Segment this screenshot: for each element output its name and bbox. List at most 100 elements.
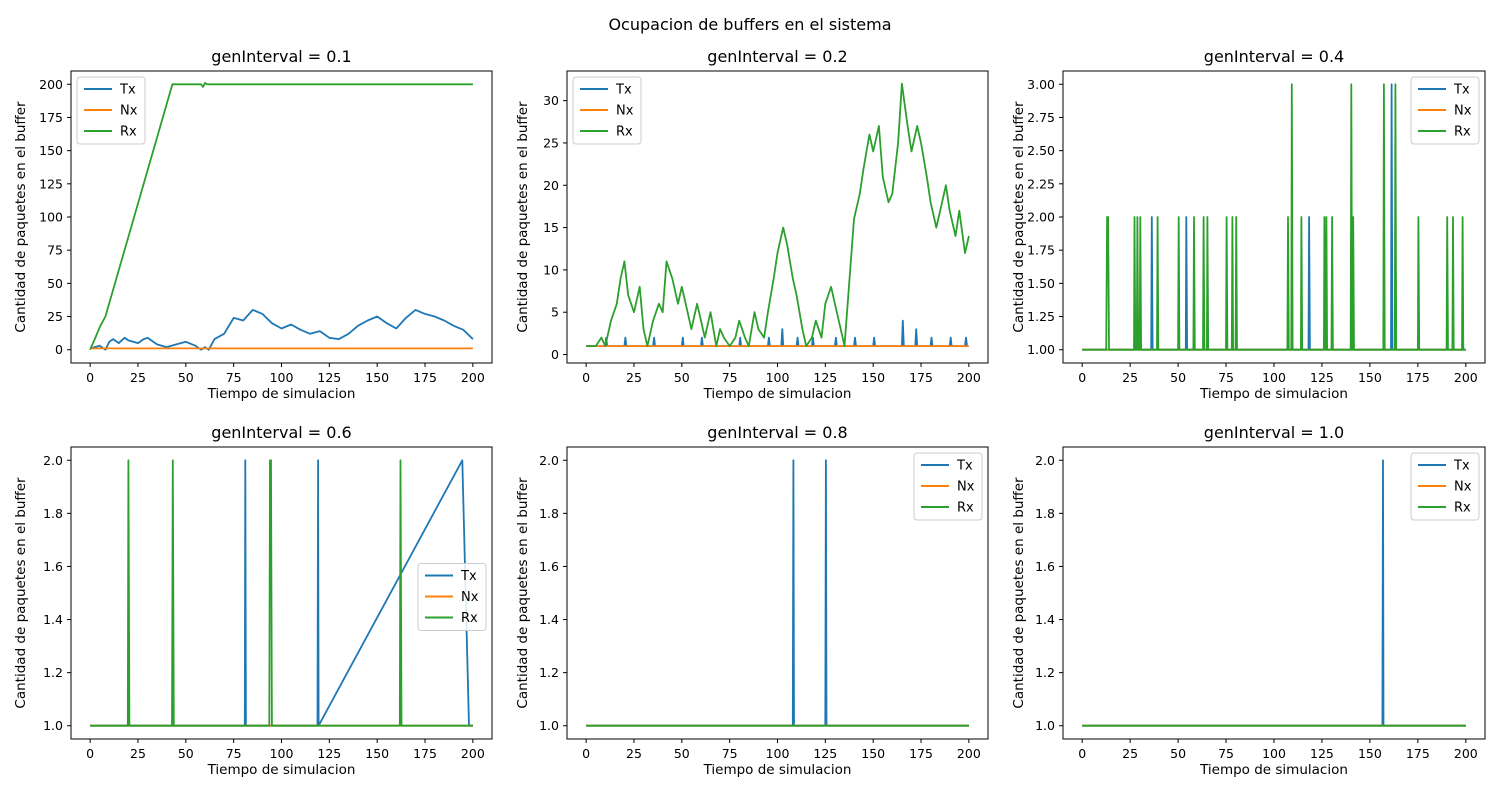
legend: Tx Nx Rx [572, 76, 642, 145]
y-tick-label: 1.2 [1035, 665, 1055, 680]
subplot-grid: 0 25 50 75 100 125 150 175 200025507510012515017… [13, 47, 1486, 778]
subplot-title: genInterval = 0.1 [211, 47, 351, 66]
y-tick-label: 2.75 [1027, 110, 1055, 125]
y-tick-label: 1.6 [539, 559, 559, 574]
x-tick-label: 50 [1170, 370, 1186, 385]
legend-label-rx: Rx [957, 501, 974, 516]
x-tick-label: 125 [813, 370, 837, 385]
legend-label-tx: Tx [956, 459, 973, 474]
y-tick-label: 1.0 [539, 718, 559, 733]
y-tick-label: 50 [47, 276, 63, 291]
x-tick-label: 25 [626, 746, 642, 761]
x-tick-label: 150 [1358, 370, 1382, 385]
x-tick-label: 25 [626, 370, 642, 385]
series-group [89, 82, 474, 351]
x-tick-label: 150 [1358, 746, 1382, 761]
x-tick-label: 25 [130, 746, 146, 761]
y-tick-label: 1.2 [539, 665, 559, 680]
legend: Tx Nx Rx [913, 452, 983, 521]
series-line-rx [89, 82, 473, 351]
y-tick-label: 2.50 [1027, 143, 1055, 158]
subplot-3: 0 25 50 75 100 125 150 175 200 1.00 1.25 1.50 1.75 2.… [1011, 47, 1486, 402]
y-tick-label: 25 [543, 135, 559, 150]
x-tick-label: 0 [582, 746, 590, 761]
x-tick-label: 200 [461, 746, 485, 761]
y-tick-label: 2.00 [1027, 210, 1055, 225]
x-tick-label: 100 [766, 370, 790, 385]
y-axis-label: Cantidad de paquetes en el buffer [13, 101, 29, 333]
legend: Tx Nx Rx [1410, 76, 1480, 145]
y-tick-label: 75 [47, 243, 63, 258]
x-tick-label: 75 [722, 370, 738, 385]
x-axis-label: Tiempo de simulacion [703, 386, 852, 402]
y-tick-label: 1.00 [1027, 342, 1055, 357]
series-line-rx [1082, 83, 1466, 351]
figure-suptitle: Ocupacion de buffers en el sistema [608, 15, 891, 34]
x-tick-label: 100 [270, 370, 294, 385]
legend-label-tx: Tx [119, 83, 136, 98]
x-tick-label: 50 [674, 370, 690, 385]
legend-label-nx: Nx [1454, 104, 1472, 119]
subplot-title: genInterval = 1.0 [1204, 423, 1344, 442]
x-tick-label: 75 [1218, 370, 1234, 385]
legend-label-nx: Nx [120, 104, 138, 119]
legend-label-tx: Tx [460, 569, 477, 584]
x-tick-label: 25 [1122, 370, 1138, 385]
y-tick-label: 30 [543, 93, 559, 108]
y-tick-label: 1.4 [43, 612, 63, 627]
y-axis-label: Cantidad de paquetes en el buffer [1011, 101, 1027, 333]
x-tick-label: 200 [957, 746, 981, 761]
x-tick-label: 200 [1454, 746, 1478, 761]
x-tick-label: 125 [1310, 370, 1334, 385]
legend-label-nx: Nx [957, 480, 975, 495]
x-tick-label: 75 [226, 746, 242, 761]
legend-label-nx: Nx [1454, 480, 1472, 495]
y-tick-label: 125 [39, 176, 63, 191]
y-tick-label: 1.8 [43, 506, 63, 521]
y-tick-label: 1.8 [539, 506, 559, 521]
subplot-title: genInterval = 0.4 [1204, 47, 1344, 66]
y-tick-label: 2.0 [1035, 453, 1055, 468]
subplot-6: 0 25 50 75 100 125 150 175 200 1.0 1.2 1.4 1.6 1.8 2.0… [1011, 423, 1486, 778]
x-tick-label: 150 [861, 370, 885, 385]
y-axis-label: Cantidad de paquetes en el buffer [13, 477, 29, 709]
y-tick-label: 1.75 [1027, 243, 1055, 258]
x-tick-label: 0 [1078, 746, 1086, 761]
series-line-rx [90, 459, 473, 727]
y-axis-label: Cantidad de paquetes en el buffer [515, 101, 531, 333]
x-axis-label: Tiempo de simulacion [703, 762, 852, 778]
y-tick-label: 1.50 [1027, 276, 1055, 291]
x-axis-label: Tiempo de simulacion [207, 386, 356, 402]
y-tick-label: 20 [543, 178, 559, 193]
series-group [586, 459, 969, 727]
x-tick-label: 175 [909, 370, 933, 385]
x-axis-label: Tiempo de simulacion [207, 762, 356, 778]
x-tick-label: 175 [413, 370, 437, 385]
series-group [1082, 83, 1466, 351]
y-tick-label: 200 [39, 77, 63, 92]
legend-label-tx: Tx [1453, 83, 1470, 98]
x-tick-label: 0 [582, 370, 590, 385]
x-tick-label: 100 [270, 746, 294, 761]
legend-label-rx: Rx [1454, 125, 1471, 140]
subplot-1: 0 25 50 75 100 125 150 175 200 0 25 50 75 100 125 150 17… [13, 47, 493, 402]
x-tick-label: 100 [766, 746, 790, 761]
x-tick-label: 50 [178, 370, 194, 385]
x-tick-label: 125 [1310, 746, 1334, 761]
x-tick-label: 75 [226, 370, 242, 385]
series-line-rx [586, 82, 970, 348]
y-tick-label: 0 [55, 342, 63, 357]
legend: Tx Nx Rx [1410, 452, 1480, 521]
y-tick-label: 5 [551, 305, 559, 320]
y-tick-label: 1.4 [539, 612, 559, 627]
y-tick-label: 1.0 [1035, 718, 1055, 733]
x-axis-label: Tiempo de simulacion [1199, 386, 1348, 402]
legend-label-tx: Tx [615, 83, 632, 98]
x-tick-label: 175 [1406, 746, 1430, 761]
x-tick-label: 175 [1406, 370, 1430, 385]
series-group [586, 82, 970, 348]
y-tick-label: 1.8 [1035, 506, 1055, 521]
legend-label-rx: Rx [120, 125, 137, 140]
